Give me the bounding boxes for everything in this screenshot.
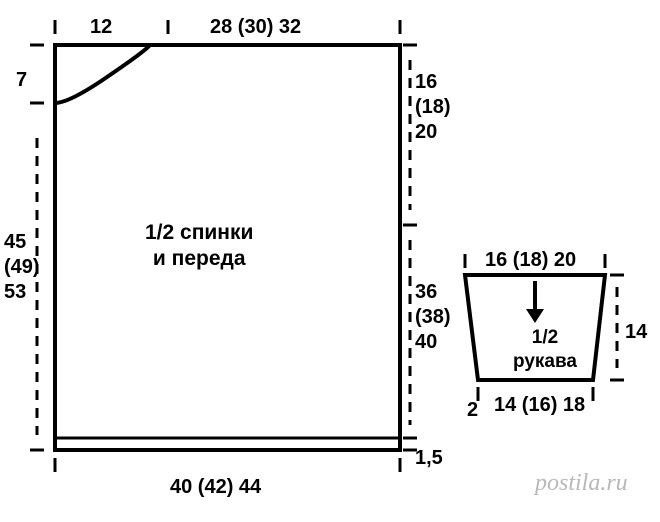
dim-sleeve-right: 14 bbox=[625, 320, 647, 345]
sleeve-center-label: 1/2 рукава bbox=[513, 326, 577, 374]
dim-left-mid: 45 (49) 53 bbox=[4, 230, 40, 305]
dim-top-left: 12 bbox=[90, 15, 112, 40]
dim-sleeve-bot-left: 2 bbox=[467, 398, 478, 423]
dim-top-right: 28 (30) 32 bbox=[210, 15, 301, 40]
dim-right-hem: 1,5 bbox=[415, 446, 443, 471]
dim-right-top: 16 (18) 20 bbox=[415, 70, 451, 145]
dim-sleeve-bot: 14 (16) 18 bbox=[494, 393, 585, 418]
watermark-text: postila.ru bbox=[535, 470, 628, 497]
dim-left-top: 7 bbox=[16, 68, 27, 93]
dim-sleeve-top: 16 (18) 20 bbox=[485, 248, 576, 273]
dim-right-mid: 36 (38) 40 bbox=[415, 280, 451, 355]
dim-bottom: 40 (42) 44 bbox=[170, 475, 261, 500]
body-center-label: 1/2 спинки и переда bbox=[145, 220, 253, 273]
